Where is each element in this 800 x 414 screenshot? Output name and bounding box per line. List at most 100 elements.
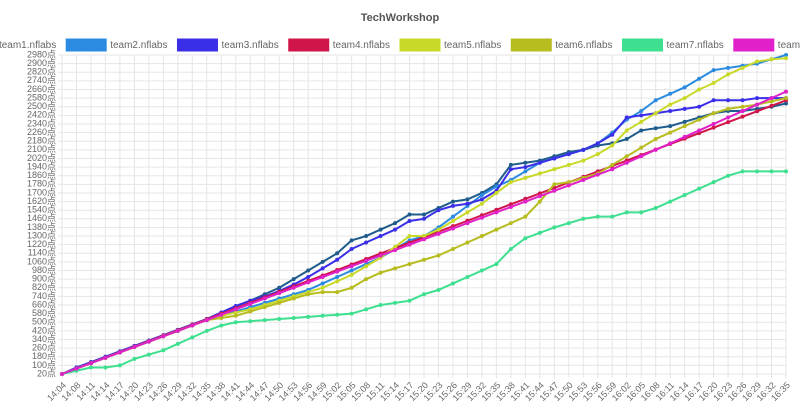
data-point <box>248 319 253 324</box>
data-point <box>784 96 788 101</box>
data-point <box>508 221 513 226</box>
data-point <box>552 156 557 161</box>
data-point <box>610 143 615 148</box>
data-point <box>552 167 557 172</box>
data-point <box>465 210 470 215</box>
data-point <box>335 312 340 317</box>
data-point <box>653 111 658 116</box>
data-point <box>726 106 731 111</box>
data-point <box>682 96 687 101</box>
data-point <box>682 119 687 124</box>
data-point <box>175 341 180 346</box>
data-point <box>306 314 311 319</box>
data-point <box>784 53 788 57</box>
data-point <box>60 372 64 376</box>
data-point <box>450 203 455 208</box>
legend-swatch <box>733 38 775 52</box>
data-point <box>479 215 484 220</box>
data-point <box>291 296 296 301</box>
data-point <box>190 323 195 328</box>
data-point <box>769 103 774 108</box>
data-point <box>393 221 398 226</box>
data-point <box>465 221 470 226</box>
data-point <box>523 160 528 165</box>
data-point <box>335 279 340 284</box>
data-point <box>450 218 455 223</box>
data-point <box>349 272 354 277</box>
y-tick-label: 1300点 <box>27 230 56 240</box>
y-tick-label: 660点 <box>32 299 56 309</box>
data-point <box>262 318 267 323</box>
data-point <box>479 268 484 273</box>
data-point <box>668 91 673 96</box>
data-point <box>523 175 528 180</box>
data-point <box>219 323 224 328</box>
data-point <box>740 169 745 174</box>
data-point <box>769 96 774 101</box>
data-point <box>320 285 325 290</box>
data-point <box>639 210 644 215</box>
data-point <box>726 115 731 120</box>
data-point <box>219 315 224 320</box>
data-point <box>740 65 745 70</box>
data-point <box>552 225 557 230</box>
y-tick-label: 2820点 <box>27 67 56 77</box>
data-point <box>537 160 542 165</box>
data-point <box>639 119 644 124</box>
data-point <box>117 350 122 355</box>
data-point <box>436 227 441 232</box>
data-point <box>335 251 340 256</box>
data-point <box>277 291 282 296</box>
data-point <box>349 285 354 290</box>
data-point <box>132 345 137 350</box>
y-tick-label: 100点 <box>32 360 56 370</box>
data-point <box>653 137 658 142</box>
data-point <box>537 194 542 199</box>
data-point <box>494 184 499 189</box>
data-point <box>697 186 702 191</box>
data-point <box>450 199 455 204</box>
data-point <box>755 169 760 174</box>
data-point <box>161 348 166 353</box>
legend-item: team3.nflabs <box>176 38 279 52</box>
data-point <box>624 115 629 120</box>
data-point <box>132 356 137 361</box>
data-point <box>552 182 557 187</box>
data-point <box>88 361 93 366</box>
y-tick-label: 2340点 <box>27 118 56 128</box>
legend-label: team1.nflabs <box>0 40 56 51</box>
data-point <box>711 125 716 130</box>
data-point <box>407 242 412 247</box>
data-point <box>566 152 571 157</box>
data-point <box>581 147 586 152</box>
legend-item: team4.nflabs <box>288 38 390 52</box>
data-point <box>624 160 629 165</box>
data-point <box>726 98 731 103</box>
data-point <box>74 366 79 371</box>
data-point <box>508 204 513 209</box>
legend-item: team2.nflabs <box>65 38 167 52</box>
data-point <box>306 275 311 280</box>
data-point <box>711 68 716 73</box>
data-point <box>393 244 398 249</box>
data-point <box>740 109 745 114</box>
data-point <box>653 206 658 211</box>
y-tick-label: 900点 <box>32 274 56 284</box>
data-point <box>711 121 716 126</box>
data-point <box>653 147 658 152</box>
data-point <box>335 257 340 262</box>
data-point <box>364 264 369 269</box>
data-point <box>146 339 151 344</box>
data-point <box>682 134 687 139</box>
data-point <box>755 59 760 64</box>
y-tick-label: 1060点 <box>27 256 56 266</box>
data-point <box>378 253 383 258</box>
data-point <box>422 212 426 217</box>
y-tick-label: 1460点 <box>27 213 56 223</box>
data-point <box>769 57 774 62</box>
data-point <box>277 300 282 305</box>
data-point <box>320 290 325 295</box>
data-point <box>523 214 528 219</box>
data-point <box>407 218 412 223</box>
